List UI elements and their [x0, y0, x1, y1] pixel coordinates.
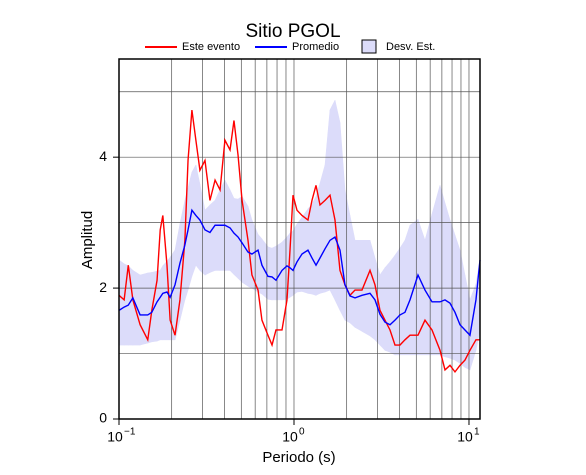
y-tick-label: 4: [99, 148, 107, 164]
x-tick-exponent: 0: [299, 427, 305, 438]
std-band: [349, 215, 356, 329]
std-band: [354, 240, 363, 332]
std-band: [369, 240, 376, 341]
std-band: [118, 259, 125, 346]
std-band: [191, 164, 197, 277]
std-band: [209, 199, 216, 273]
std-band: [324, 110, 331, 293]
legend-label: Este evento: [182, 41, 240, 53]
std-band: [431, 185, 441, 356]
std-band: [319, 164, 326, 294]
legend-label: Desv. Est.: [386, 41, 435, 53]
std-band: [311, 196, 317, 296]
std-band: [271, 245, 277, 301]
legend-swatch: [361, 39, 377, 54]
std-band: [454, 234, 461, 364]
x-tick-exponent: −1: [124, 427, 136, 438]
y-tick-label: 2: [99, 279, 107, 295]
x-tick-label: 10: [457, 429, 473, 445]
std-band: [379, 266, 386, 352]
series-line: [118, 109, 480, 374]
y-axis-label: Amplitud: [79, 211, 96, 269]
x-tick-label: 10: [107, 429, 123, 445]
std-band: [384, 261, 391, 353]
std-band: [344, 189, 351, 324]
std-band: [187, 172, 193, 291]
std-band: [389, 254, 396, 356]
x-tick-exponent: 1: [474, 427, 480, 438]
std-band: [204, 204, 211, 276]
std-band: [339, 122, 346, 321]
std-band: [399, 239, 406, 356]
std-band: [233, 198, 239, 279]
std-band: [334, 100, 341, 311]
std-band: [267, 246, 273, 301]
x-tick-label: 10: [282, 429, 298, 445]
x-axis-label: Periodo (s): [262, 449, 335, 466]
std-band: [292, 223, 298, 296]
std-band: [439, 185, 446, 358]
plot-frame: [118, 58, 481, 420]
series-line: [118, 208, 481, 337]
y-tick-label: 0: [99, 410, 107, 426]
chart-title: Sitio PGOL: [245, 21, 340, 42]
legend-label: Promedio: [292, 41, 339, 53]
std-band: [214, 189, 221, 271]
std-band: [449, 219, 456, 361]
std-band: [444, 202, 451, 359]
std-band: [162, 260, 168, 341]
std-band: [139, 272, 149, 346]
std-band: [424, 214, 433, 356]
std-band: [159, 264, 164, 341]
